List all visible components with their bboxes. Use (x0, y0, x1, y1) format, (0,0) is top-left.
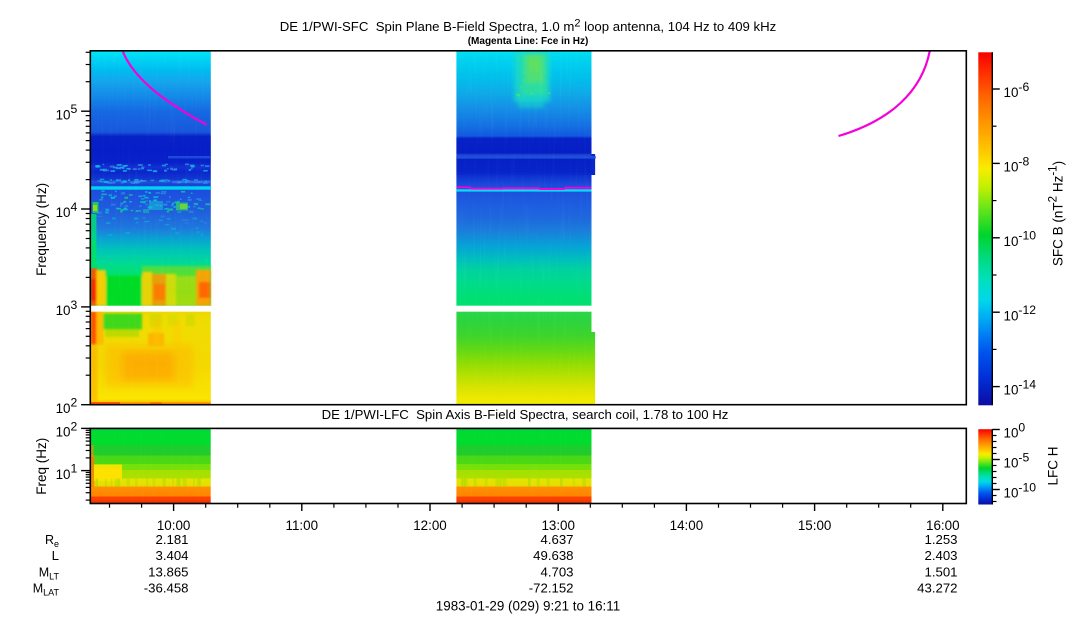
svg-text:3.404: 3.404 (155, 548, 188, 563)
svg-text:4.703: 4.703 (540, 564, 573, 579)
svg-text:43.272: 43.272 (917, 581, 957, 596)
svg-text:L: L (52, 548, 59, 563)
svg-text:SFC B (nT2 Hz-1): SFC B (nT2 Hz-1) (1048, 161, 1066, 266)
svg-text:Frequency (Hz): Frequency (Hz) (34, 183, 49, 276)
svg-text:16:00: 16:00 (926, 518, 960, 533)
svg-text:13:00: 13:00 (541, 518, 575, 533)
svg-text:2.181: 2.181 (155, 532, 188, 547)
svg-text:-36.458: -36.458 (144, 581, 189, 596)
svg-text:1983-01-29 (029) 9:21 to 16:11: 1983-01-29 (029) 9:21 to 16:11 (436, 599, 620, 614)
svg-text:1.501: 1.501 (924, 564, 957, 579)
svg-text:12:00: 12:00 (413, 518, 447, 533)
svg-text:Freq (Hz): Freq (Hz) (34, 438, 49, 495)
svg-text:2.403: 2.403 (924, 548, 957, 563)
svg-text:(Magenta Line: Fce in Hz): (Magenta Line: Fce in Hz) (468, 36, 589, 47)
svg-text:11:00: 11:00 (286, 518, 319, 533)
svg-text:LFC H: LFC H (1046, 446, 1061, 485)
svg-text:14:00: 14:00 (670, 518, 704, 533)
svg-text:4.637: 4.637 (540, 532, 573, 547)
svg-text:DE 1/PWI-LFC Spin Axis B-Fiel: DE 1/PWI-LFC Spin Axis B-Field Spectra, … (322, 407, 729, 422)
svg-text:DE 1/PWI-SFC Spin Plane B-Fie: DE 1/PWI-SFC Spin Plane B-Field Spectra,… (280, 18, 777, 35)
svg-text:-72.152: -72.152 (529, 581, 574, 596)
svg-text:15:00: 15:00 (798, 518, 832, 533)
svg-text:49.638: 49.638 (533, 548, 573, 563)
svg-text:1.253: 1.253 (924, 532, 957, 547)
svg-text:13.865: 13.865 (148, 564, 188, 579)
svg-text:10:00: 10:00 (157, 518, 191, 533)
